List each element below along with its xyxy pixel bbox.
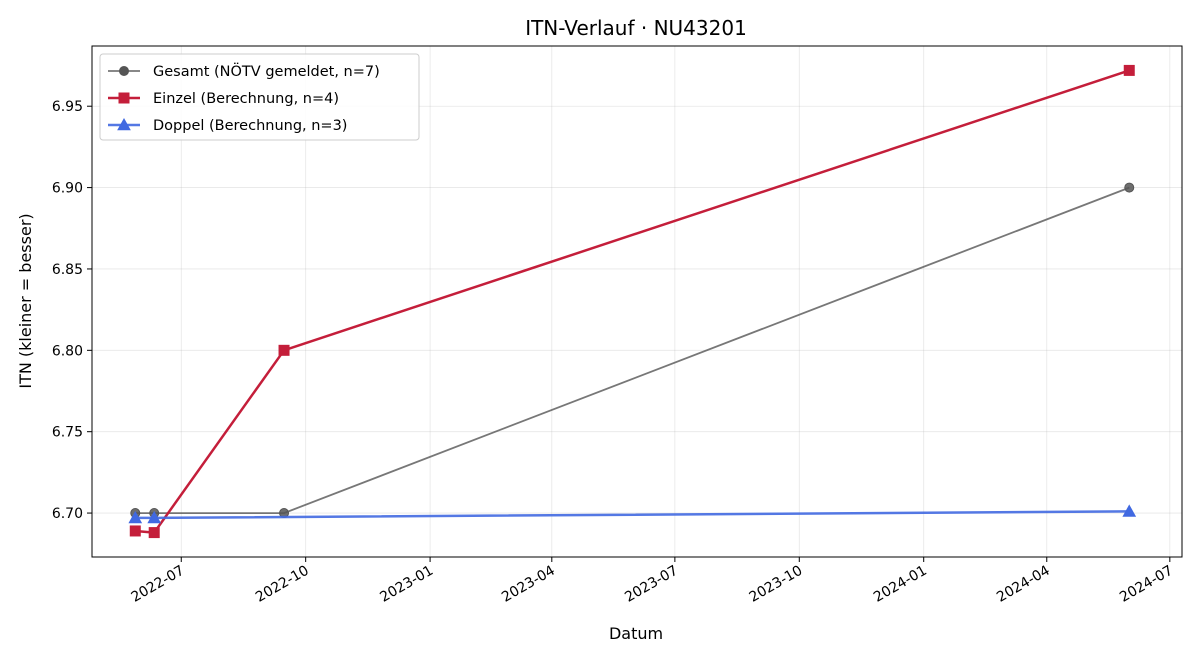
plot-frame [91,45,1183,558]
series-2-point [278,344,290,356]
y-tick-label: 6.70 [52,506,83,522]
legend-label: Doppel (Berechnung, n=3) [153,118,347,134]
legend-label: Einzel (Berechnung, n=4) [153,91,339,107]
series-2-point [148,527,160,539]
x-axis-label: Datum [609,624,663,643]
y-tick-label: 6.90 [52,181,83,197]
series-2 [129,64,1135,539]
series-2-line [135,69,1130,534]
y-tick-label: 6.95 [52,99,83,115]
legend: Gesamt (NÖTV gemeldet, n=7) Einzel (Berec… [99,53,420,141]
series-3 [128,504,1137,524]
legend-box [99,53,420,141]
series-2-point [129,525,141,537]
y-tick-label: 6.80 [52,343,83,359]
series-2-point [1123,64,1135,76]
y-tick-label: 6.85 [52,262,83,278]
legend-swatch-marker [119,66,129,76]
legend-swatch-marker [118,92,130,104]
series-3-point [147,510,162,524]
chart-title: ITN-Verlauf · NU43201 [525,16,747,40]
series-3-point [128,510,143,524]
y-axis-label: ITN (kleiner = besser) [16,213,35,388]
series-layer [128,64,1137,539]
legend-swatch-marker [117,117,131,131]
series-3-point [1122,504,1137,517]
legend-label: Gesamt (NÖTV gemeldet, n=7) [153,62,380,80]
series-1-point [1124,182,1135,193]
series-1-line [135,186,1130,514]
y-tick-label: 6.75 [52,425,83,441]
